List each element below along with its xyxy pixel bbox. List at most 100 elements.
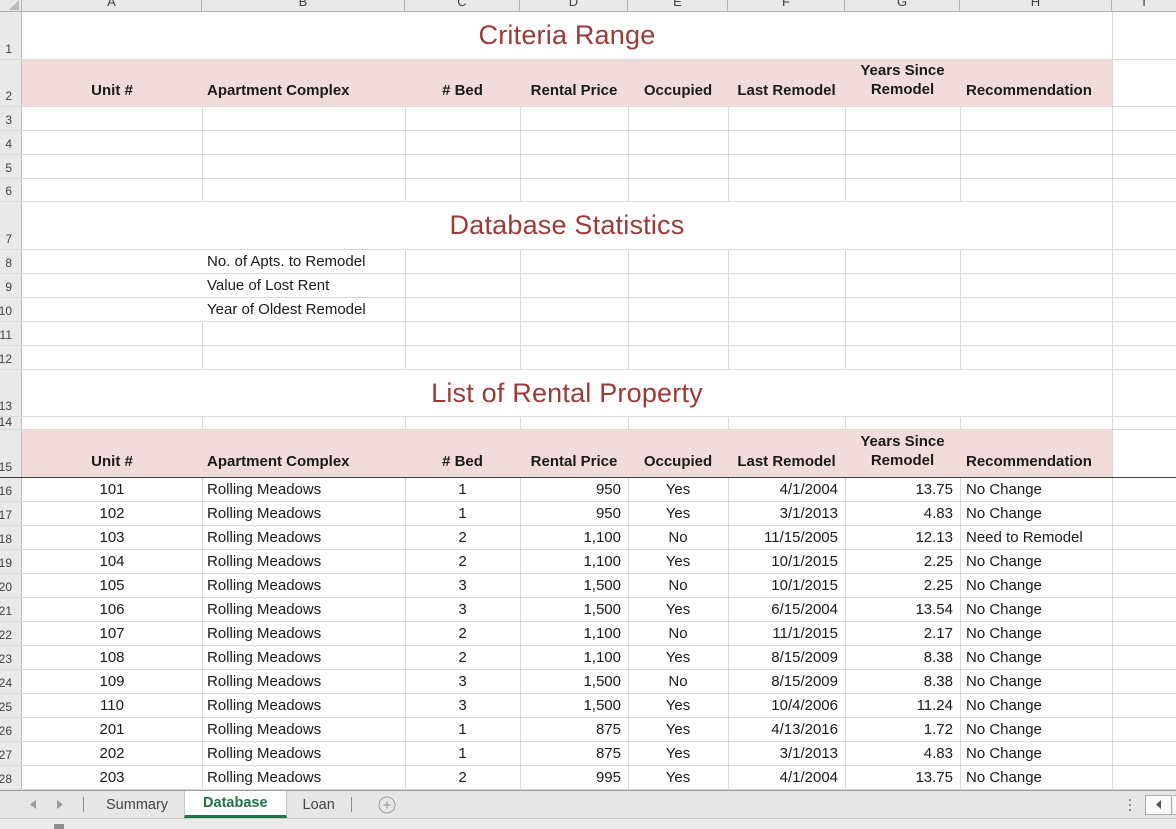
cell-years-since[interactable]: 8.38 xyxy=(923,673,953,690)
cell-unit[interactable]: 108 xyxy=(99,649,125,666)
list-header-recommendation[interactable]: Recommendation xyxy=(966,453,1092,470)
cell-occupied[interactable]: Yes xyxy=(665,721,691,738)
cell-occupied[interactable]: No xyxy=(668,577,688,594)
column-header-e[interactable]: E xyxy=(628,0,728,11)
add-sheet-button[interactable] xyxy=(378,796,396,814)
cell-occupied[interactable]: Yes xyxy=(665,649,691,666)
cell-occupied[interactable]: Yes xyxy=(665,745,691,762)
cell-last-remodel[interactable]: 10/1/2015 xyxy=(771,577,838,594)
stat-label-apts-to-remodel[interactable]: No. of Apts. to Remodel xyxy=(207,253,366,270)
cell-last-remodel[interactable]: 10/4/2006 xyxy=(771,697,838,714)
cell-bed[interactable]: 2 xyxy=(458,625,467,642)
hscroll-track[interactable] xyxy=(1173,794,1176,815)
cell-recommendation[interactable]: No Change xyxy=(966,553,1042,570)
cell-bed[interactable]: 2 xyxy=(458,649,467,666)
cell-last-remodel[interactable]: 4/1/2004 xyxy=(779,769,838,786)
criteria-header-recommendation[interactable]: Recommendation xyxy=(966,82,1092,99)
cell-recommendation[interactable]: No Change xyxy=(966,721,1042,738)
column-header-h[interactable]: H xyxy=(960,0,1112,11)
cell-recommendation[interactable]: Need to Remodel xyxy=(966,529,1083,546)
list-header-last-remodel[interactable]: Last Remodel xyxy=(737,453,836,470)
empty-cells[interactable] xyxy=(22,346,1176,369)
row-header[interactable]: 23 xyxy=(0,646,22,669)
list-rental-property-title[interactable]: List of Rental Property xyxy=(431,377,703,408)
column-header-g[interactable]: G xyxy=(845,0,960,11)
cell-unit[interactable]: 102 xyxy=(99,505,125,522)
cell-rental-price[interactable]: 875 xyxy=(595,721,621,738)
row-header[interactable]: 16 xyxy=(0,478,22,501)
cell-last-remodel[interactable]: 3/1/2013 xyxy=(779,505,838,522)
cell-rental-price[interactable]: 1,100 xyxy=(583,553,621,570)
row-header[interactable]: 21 xyxy=(0,598,22,621)
row-header[interactable]: 14 xyxy=(0,417,22,429)
cell-recommendation[interactable]: No Change xyxy=(966,481,1042,498)
row-header[interactable]: 27 xyxy=(0,742,22,765)
cell-apartment-complex[interactable]: Rolling Meadows xyxy=(207,673,322,690)
row-header[interactable]: 2 xyxy=(0,60,22,106)
cell-last-remodel[interactable]: 11/1/2015 xyxy=(772,625,838,642)
cell-apartment-complex[interactable]: Rolling Meadows xyxy=(207,745,322,762)
row-header[interactable]: 22 xyxy=(0,622,22,645)
tab-database[interactable]: Database xyxy=(184,791,287,818)
cell-apartment-complex[interactable]: Rolling Meadows xyxy=(207,577,322,594)
column-header-d[interactable]: D xyxy=(520,0,628,11)
tab-scroll-splitter-handle[interactable] xyxy=(1129,798,1131,811)
row-header[interactable]: 4 xyxy=(0,131,22,154)
cell-occupied[interactable]: Yes xyxy=(665,769,691,786)
cell-bed[interactable]: 2 xyxy=(458,769,467,786)
cell-unit[interactable]: 110 xyxy=(100,697,124,714)
cell-apartment-complex[interactable]: Rolling Meadows xyxy=(207,601,322,618)
row-header[interactable]: 15 xyxy=(0,430,22,477)
column-header-f[interactable]: F xyxy=(728,0,845,11)
row-header[interactable]: 5 xyxy=(0,155,22,178)
cell-apartment-complex[interactable]: Rolling Meadows xyxy=(207,505,322,522)
criteria-range-title[interactable]: Criteria Range xyxy=(478,20,656,50)
cell-last-remodel[interactable]: 6/15/2004 xyxy=(771,601,838,618)
tab-loan[interactable]: Loan xyxy=(302,796,335,813)
cell-years-since[interactable]: 11.24 xyxy=(916,697,953,714)
cell-apartment-complex[interactable]: Rolling Meadows xyxy=(207,529,322,546)
column-header-i[interactable]: I xyxy=(1142,0,1146,9)
cell-recommendation[interactable]: No Change xyxy=(966,745,1042,762)
criteria-header-bed[interactable]: # Bed xyxy=(442,82,483,99)
row-header[interactable]: 6 xyxy=(0,179,22,201)
cell-recommendation[interactable]: No Change xyxy=(966,625,1042,642)
row-header[interactable]: 17 xyxy=(0,502,22,525)
cell-recommendation[interactable]: No Change xyxy=(966,769,1042,786)
empty-cells[interactable] xyxy=(22,131,1176,154)
list-header-complex[interactable]: Apartment Complex xyxy=(207,453,350,470)
cell-years-since[interactable]: 12.13 xyxy=(915,529,953,546)
cell-recommendation[interactable]: No Change xyxy=(966,649,1042,666)
database-statistics-title[interactable]: Database Statistics xyxy=(449,210,685,240)
cell-years-since[interactable]: 8.38 xyxy=(923,649,953,666)
select-all-button[interactable] xyxy=(0,0,22,11)
cell-unit[interactable]: 101 xyxy=(99,481,125,498)
cell-bed[interactable]: 1 xyxy=(458,745,467,762)
cell-occupied[interactable]: Yes xyxy=(665,553,691,570)
cell-years-since[interactable]: 13.54 xyxy=(915,601,953,618)
cell-bed[interactable]: 2 xyxy=(458,553,467,570)
cell-years-since[interactable]: 2.25 xyxy=(923,577,953,594)
cell-last-remodel[interactable]: 8/15/2009 xyxy=(771,649,838,666)
criteria-header-last-remodel[interactable]: Last Remodel xyxy=(737,82,836,99)
cell-occupied[interactable]: No xyxy=(668,529,688,546)
cell-last-remodel[interactable]: 4/1/2004 xyxy=(779,481,838,498)
row-header[interactable]: 12 xyxy=(0,346,22,369)
cell-last-remodel[interactable]: 3/1/2013 xyxy=(779,745,838,762)
cell-bed[interactable]: 3 xyxy=(458,601,467,618)
sheet-nav-left-button[interactable] xyxy=(26,800,40,809)
row-header[interactable]: 11 xyxy=(0,322,22,345)
cell-rental-price[interactable]: 1,100 xyxy=(583,625,621,642)
cell-bed[interactable]: 1 xyxy=(458,481,467,498)
cell-last-remodel[interactable]: 4/13/2016 xyxy=(771,721,838,738)
list-header-occupied[interactable]: Occupied xyxy=(643,453,713,470)
cell-bed[interactable]: 3 xyxy=(458,673,467,690)
row-header[interactable]: 8 xyxy=(0,250,22,273)
stat-label-year-oldest-remodel[interactable]: Year of Oldest Remodel xyxy=(207,301,366,318)
row-header[interactable]: 26 xyxy=(0,718,22,741)
cell-occupied[interactable]: Yes xyxy=(665,601,691,618)
list-header-price[interactable]: Rental Price xyxy=(530,453,618,470)
cell-apartment-complex[interactable]: Rolling Meadows xyxy=(207,697,322,714)
cell-bed[interactable]: 2 xyxy=(458,529,467,546)
cell-years-since[interactable]: 2.25 xyxy=(923,553,953,570)
